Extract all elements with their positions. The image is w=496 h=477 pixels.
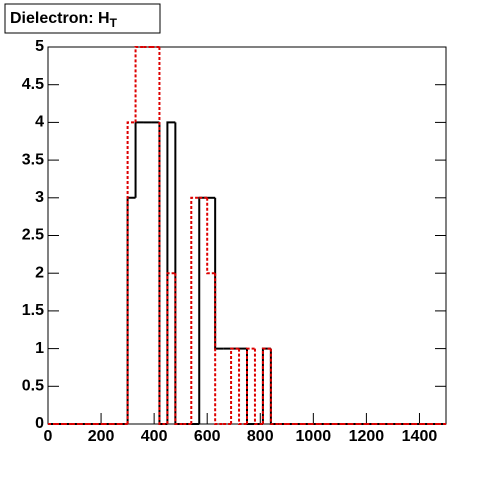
histogram-step: [269, 348, 279, 425]
histogram-step: [190, 196, 200, 424]
x-tick-label: 600: [194, 428, 221, 445]
histogram-step: [126, 121, 136, 424]
histogram-step: [253, 348, 263, 425]
x-tick-label: 200: [88, 428, 115, 445]
histogram-step: [134, 46, 144, 123]
chart-title: Dielectron: HT: [10, 10, 118, 30]
y-tick-label: 4: [35, 114, 44, 131]
histogram-step: [158, 47, 168, 425]
histogram-step: [214, 197, 224, 350]
y-tick-label: 5: [35, 38, 44, 55]
y-tick-label: 0: [35, 415, 44, 432]
title-subscript: T: [110, 16, 118, 30]
histogram-step: [246, 348, 255, 425]
x-tick-label: 800: [247, 428, 274, 445]
x-tick-label: 1400: [402, 428, 438, 445]
y-tick-label: 0.5: [22, 378, 44, 395]
x-tick-label: 1000: [296, 428, 332, 445]
histogram-step: [261, 347, 271, 424]
histogram-step: [166, 272, 176, 424]
histogram-step: [230, 347, 240, 424]
title-main: Dielectron: H: [10, 10, 110, 27]
x-tick-label: 0: [44, 428, 53, 445]
histogram-step: [238, 348, 247, 425]
y-tick-label: 1: [35, 340, 44, 357]
y-tick-label: 2.5: [22, 227, 44, 244]
histogram-step: [174, 122, 184, 425]
histogram-step: [198, 196, 208, 424]
y-tick-label: 2: [35, 264, 44, 281]
x-tick-label: 1200: [349, 428, 385, 445]
y-tick-label: 3: [35, 189, 44, 206]
histogram-step: [134, 121, 144, 198]
histogram-step: [246, 347, 255, 424]
histogram-step: [174, 273, 184, 425]
histogram-step: [261, 347, 271, 424]
x-tick-label: 400: [141, 428, 168, 445]
y-tick-label: 3.5: [22, 151, 44, 168]
histogram-step: [158, 122, 168, 425]
histogram-step: [269, 348, 279, 425]
y-tick-label: 4.5: [22, 76, 44, 93]
y-tick-label: 1.5: [22, 302, 44, 319]
histogram-step: [206, 197, 216, 275]
histogram-step: [214, 273, 224, 425]
title-box: [4, 3, 161, 34]
histogram-step: [126, 196, 136, 424]
